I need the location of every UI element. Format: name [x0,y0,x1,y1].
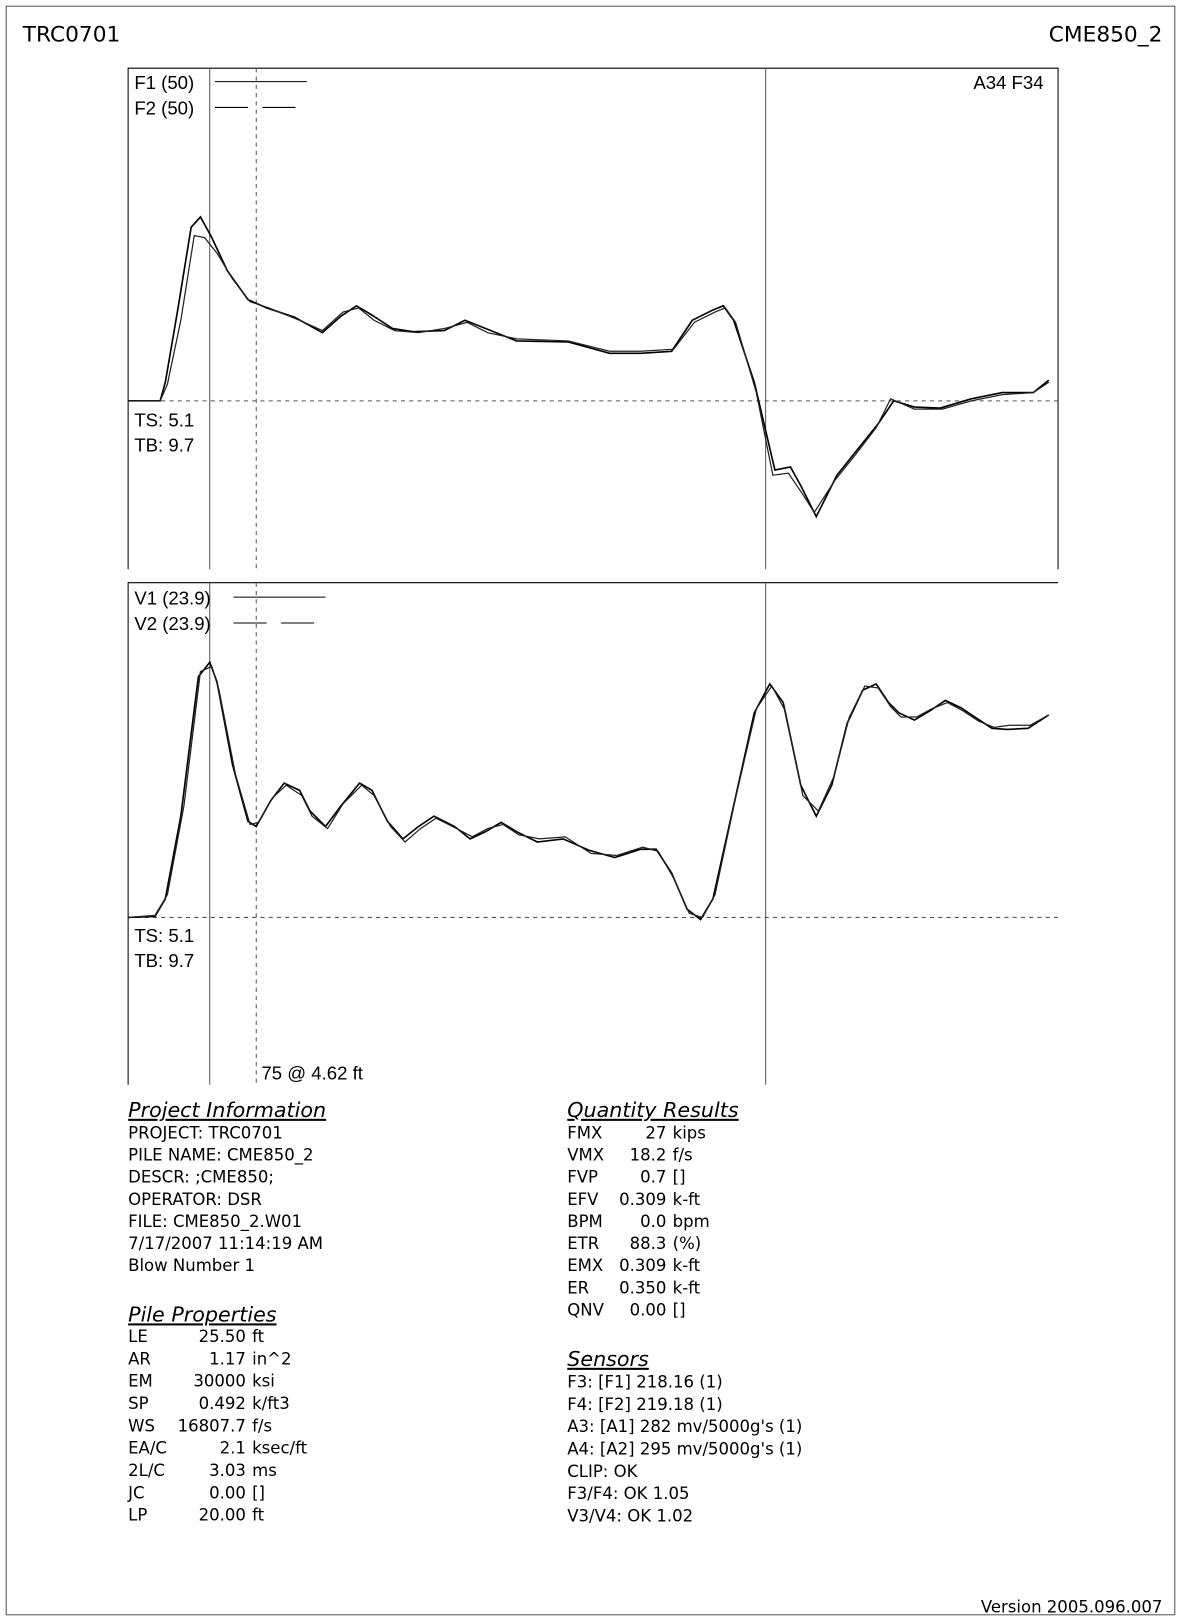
row-unit: ft [252,1327,265,1346]
row-value: 0.309 [619,1190,666,1209]
row-name: ETR [567,1234,599,1253]
info-line: F4: [F2] 219.18 (1) [567,1395,722,1414]
row-value: 18.2 [630,1146,667,1165]
row-value: 20.00 [199,1506,246,1525]
section-title: Quantity Results [567,1098,739,1122]
row-name: QNV [567,1300,604,1319]
row-unit: in^2 [252,1349,291,1368]
row-value: 3.03 [209,1461,246,1480]
section-title: Project Information [128,1098,326,1122]
row-value: 0.492 [199,1394,246,1413]
version: Version 2005.096.007 [981,1598,1163,1617]
info-line: Blow Number 1 [128,1256,255,1275]
row-value: 0.7 [640,1168,666,1187]
row-name: EFV [567,1190,599,1209]
row-unit: (%) [673,1234,702,1253]
row-unit: ksec/ft [252,1439,308,1458]
plot-label: TS: 5.1 [134,925,194,946]
info-line: A4: [A2] 295 mv/5000g's (1) [567,1439,802,1458]
row-value: 0.309 [619,1256,666,1275]
row-unit: k-ft [673,1256,701,1275]
info-line: PROJECT: TRC0701 [128,1124,283,1143]
row-value: 0.00 [630,1300,667,1319]
row-name: 2L/C [128,1461,165,1480]
section-title: Sensors [567,1347,649,1371]
row-unit: ksi [252,1372,275,1391]
legend-label: V2 (23.9) [134,613,210,634]
force-plot: F1 (50) F2 (50) A34 F34 TS: 5.1 TB: 9.7 [127,67,1059,570]
trace [128,665,1050,919]
plot-label: TB: 9.7 [134,434,194,455]
row-name: BPM [567,1212,603,1231]
row-name: LP [128,1506,147,1525]
row-unit: f/s [673,1146,693,1165]
row-value: 16807.7 [178,1416,246,1435]
trace [128,215,1050,519]
row-unit: [] [673,1300,686,1319]
legend-label: F2 (50) [134,98,194,119]
row-name: EMX [567,1256,603,1275]
row-value: 30000 [193,1372,246,1391]
row-unit: f/s [252,1416,272,1435]
row-name: WS [128,1416,155,1435]
plot-frame [127,582,1059,1085]
legend-label: V1 (23.9) [134,587,210,608]
row-unit: [] [252,1483,265,1502]
page-border [5,5,1176,1616]
row-unit: k/ft3 [252,1394,290,1413]
corner-label: A34 F34 [973,72,1043,93]
row-name: SP [128,1394,148,1413]
row-value: 0.0 [640,1212,666,1231]
row-unit: k-ft [673,1278,701,1297]
trace [128,234,1050,514]
row-name: EM [128,1372,153,1391]
section-title: Pile Properties [128,1302,277,1326]
row-value: 2.1 [220,1439,246,1458]
info-line: PILE NAME: CME850_2 [128,1146,313,1166]
row-name: LE [128,1327,148,1346]
row-name: EA/C [128,1439,167,1458]
row-value: 0.00 [209,1483,246,1502]
row-name: JC [127,1483,144,1502]
cursor-label: 75 @ 4.62 ft [261,1063,363,1084]
header-left: TRC0701 [22,22,121,47]
info-line: CLIP: OK [567,1462,638,1481]
info-line: F3/F4: OK 1.05 [567,1484,689,1503]
info-line: FILE: CME850_2.W01 [128,1212,302,1232]
row-unit: kips [673,1124,706,1143]
row-name: FVP [567,1168,598,1187]
velocity-plot: V1 (23.9) V2 (23.9) TS: 5.1 TB: 9.7 75 @… [127,582,1059,1085]
row-value: 27 [645,1124,666,1143]
row-name: ER [567,1278,589,1297]
info-line: 7/17/2007 11:14:19 AM [128,1234,323,1253]
plot-label: TS: 5.1 [134,410,194,431]
row-value: 88.3 [630,1234,667,1253]
legend-label: F1 (50) [134,72,194,93]
row-value: 0.350 [619,1278,666,1297]
header-right: CME850_2 [1049,22,1163,47]
row-unit: k-ft [673,1190,701,1209]
row-name: AR [128,1349,151,1368]
info-line: F3: [F1] 218.16 (1) [567,1373,722,1392]
row-name: VMX [567,1146,604,1165]
row-value: 1.17 [209,1349,246,1368]
info-line: DESCR: ;CME850; [128,1168,274,1187]
info-line: A3: [A1] 282 mv/5000g's (1) [567,1417,802,1436]
row-unit: ft [252,1506,265,1525]
info-line: OPERATOR: DSR [128,1190,262,1209]
plot-label: TB: 9.7 [134,950,194,971]
plot-frame [127,67,1059,570]
row-name: FMX [567,1124,602,1143]
trace [128,660,1050,921]
row-unit: ms [252,1461,277,1480]
row-unit: bpm [673,1212,710,1231]
row-unit: [] [673,1168,686,1187]
info-line: V3/V4: OK 1.02 [567,1506,693,1525]
row-value: 25.50 [199,1327,246,1346]
